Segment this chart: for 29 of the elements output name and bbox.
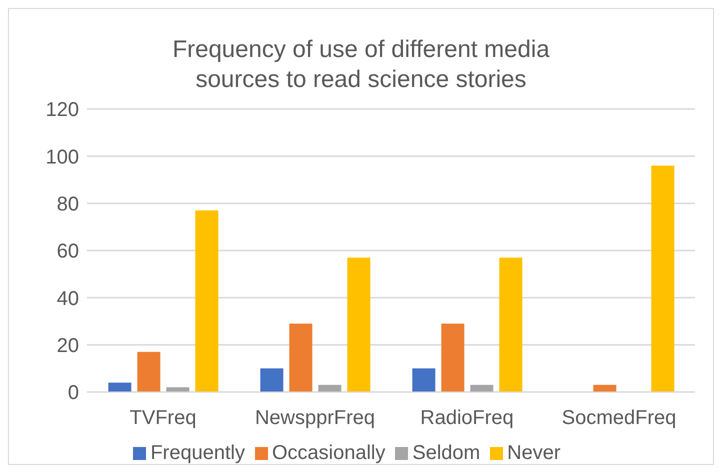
bar: [593, 384, 616, 392]
x-tick-label: SocmedFreq: [562, 407, 676, 430]
y-tick-label: 20: [56, 334, 79, 357]
bar: [347, 258, 370, 392]
bar: [499, 258, 522, 392]
y-tick-label: 100: [46, 146, 79, 168]
bar: [260, 368, 284, 392]
y-tick-label: 60: [56, 240, 79, 263]
bar: [651, 166, 674, 392]
y-tick-label: 120: [46, 99, 79, 122]
bar: [470, 384, 494, 392]
y-tick-label: 40: [56, 288, 79, 310]
bar: [108, 382, 132, 392]
bar: [195, 210, 218, 392]
y-tick-label: 80: [56, 193, 79, 216]
x-tick-label: NewspprFreq: [254, 407, 376, 430]
chart-title: Frequency of use of different media sources to read science stories: [171, 35, 551, 95]
y-tick-label: 0: [68, 382, 79, 404]
bar: [318, 384, 342, 392]
legend-label: Frequently: [150, 442, 245, 464]
bar: [289, 324, 312, 392]
bar: [412, 368, 436, 392]
legend-label: Seldom: [412, 442, 480, 464]
x-tick-label: TVFreq: [130, 407, 196, 430]
legend-label: Never: [507, 442, 561, 464]
x-tick-label: RadioFreq: [420, 407, 514, 430]
bar: [441, 324, 464, 392]
legend-label: Occasionally: [272, 442, 386, 464]
bar: [137, 352, 160, 392]
